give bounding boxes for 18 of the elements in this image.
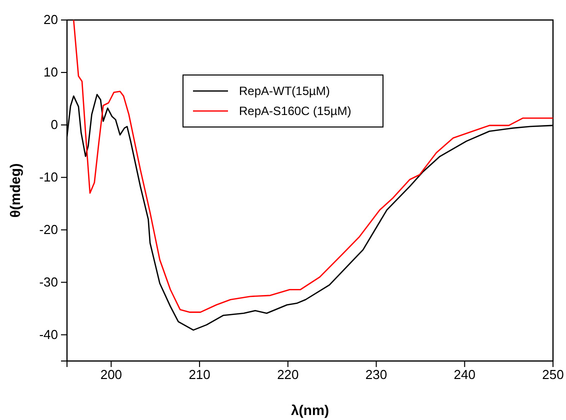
y-tick-label: 0: [50, 117, 58, 132]
y-tick-label: -10: [39, 170, 58, 185]
y-tick-label: 10: [44, 64, 58, 80]
y-tick-label: -30: [39, 274, 58, 290]
x-tick-label: 240: [454, 367, 476, 382]
x-tick-label: 200: [100, 367, 122, 382]
legend-label: RepA-S160C (15µM): [239, 104, 352, 118]
y-tick-label: -20: [39, 222, 58, 238]
x-tick-label: 250: [542, 367, 564, 382]
x-tick-label: 230: [365, 367, 388, 382]
y-tick-label: 20: [44, 12, 58, 28]
x-tick-label: 220: [277, 367, 299, 382]
x-tick-label: 210: [188, 367, 210, 382]
y-axis-title: θ(mdeg): [7, 163, 23, 218]
y-tick-label: -40: [39, 326, 58, 342]
line-series: [72, 20, 553, 313]
legend-label: RepA-WT(15µM): [239, 84, 330, 98]
x-axis-title: λ(nm): [290, 402, 330, 418]
